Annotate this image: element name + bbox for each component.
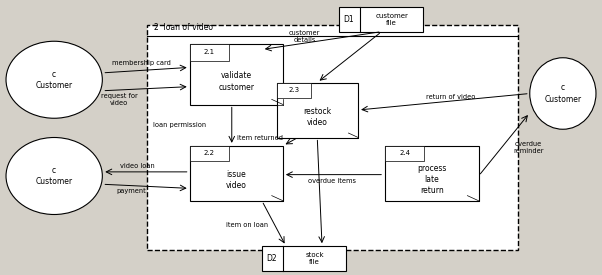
Text: video loan: video loan — [120, 163, 155, 169]
Text: process
late
return: process late return — [417, 164, 447, 196]
Bar — [190, 44, 283, 104]
Bar — [385, 146, 479, 201]
Text: validate
customer: validate customer — [219, 72, 254, 92]
Bar — [190, 146, 283, 201]
Text: restock
video: restock video — [303, 106, 332, 127]
Bar — [339, 7, 423, 32]
Bar — [147, 25, 518, 250]
Text: stock
file: stock file — [305, 252, 324, 265]
Bar — [190, 44, 229, 61]
Text: c
Customer: c Customer — [36, 166, 73, 186]
Text: customer
file: customer file — [375, 13, 408, 26]
Text: overdue
reminder: overdue reminder — [514, 141, 544, 155]
Text: 2.1: 2.1 — [203, 50, 215, 56]
Text: item returned: item returned — [237, 135, 283, 141]
Text: 2.2: 2.2 — [203, 150, 215, 156]
Ellipse shape — [530, 58, 596, 129]
Bar — [190, 146, 229, 161]
Text: c
Customer: c Customer — [36, 70, 73, 90]
Text: overdue items: overdue items — [308, 178, 356, 184]
Ellipse shape — [6, 41, 102, 118]
Bar — [277, 82, 358, 138]
Text: 2.3: 2.3 — [288, 87, 300, 93]
Text: payment: payment — [116, 188, 146, 194]
Text: D2: D2 — [267, 254, 278, 263]
Text: membership card: membership card — [112, 60, 171, 66]
Text: customer
details: customer details — [289, 30, 320, 43]
Text: return of video: return of video — [426, 94, 475, 100]
Text: 2.4: 2.4 — [399, 150, 411, 156]
Text: item on loan: item on loan — [226, 222, 268, 228]
Bar — [262, 246, 346, 271]
Text: c
Customer: c Customer — [544, 83, 582, 104]
Bar — [277, 82, 311, 98]
Bar — [385, 146, 424, 161]
Ellipse shape — [6, 138, 102, 214]
Text: issue
video: issue video — [226, 170, 247, 190]
Text: loan permission: loan permission — [153, 122, 206, 128]
Text: request for
video: request for video — [101, 93, 138, 106]
Text: D1: D1 — [344, 15, 355, 24]
Text: 2  loan of video: 2 loan of video — [154, 23, 213, 32]
